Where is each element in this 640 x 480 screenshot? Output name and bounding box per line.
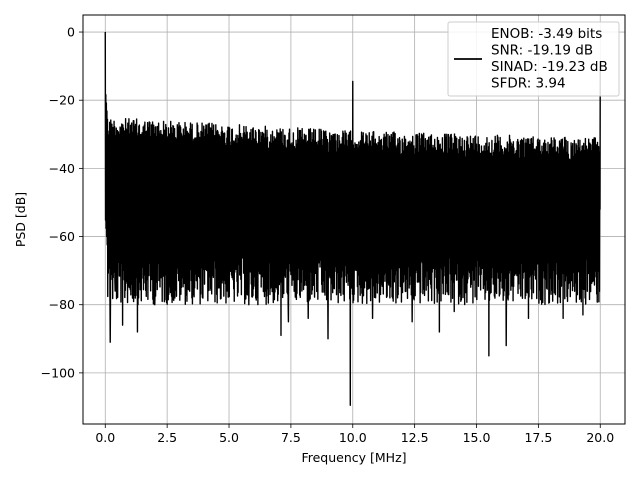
x-tick-label: 15.0 (463, 430, 491, 445)
x-tick-label: 0.0 (95, 430, 115, 445)
legend: ENOB: -3.49 bits SNR: -19.19 dB SINAD: -… (447, 21, 620, 97)
x-tick-label: 12.5 (401, 430, 429, 445)
legend-entry-sfdr: SFDR: 3.94 (491, 76, 566, 92)
y-tick-label: −60 (49, 229, 75, 244)
y-tick-label: −20 (49, 93, 75, 108)
x-axis-label: Frequency [MHz] (301, 450, 406, 465)
legend-entry-enob: ENOB: -3.49 bits (491, 26, 602, 42)
y-tick-label: −100 (41, 365, 75, 380)
x-tick-label: 5.0 (219, 430, 239, 445)
legend-entry-sinad: SINAD: -19.23 dB (491, 59, 608, 75)
psd-line (104, 32, 601, 406)
y-axis-label: PSD [dB] (13, 192, 28, 247)
legend-entry-snr: SNR: -19.19 dB (491, 43, 593, 59)
legend-box (447, 21, 620, 97)
y-tick-label: −40 (49, 161, 75, 176)
x-tick-label: 20.0 (586, 430, 614, 445)
x-tick-label: 10.0 (339, 430, 367, 445)
x-tick-label: 7.5 (281, 430, 301, 445)
x-tick-label: 2.5 (157, 430, 177, 445)
y-tick-label: −80 (49, 297, 75, 312)
ticks: 0.0 2.5 5.0 7.5 10.0 12.5 15.0 17.5 20.0 0 −20 −40 −… (41, 25, 615, 445)
y-tick-label: 0 (67, 25, 75, 40)
x-tick-label: 17.5 (524, 430, 552, 445)
axes-frame (82, 14, 626, 425)
psd-series (104, 32, 601, 406)
